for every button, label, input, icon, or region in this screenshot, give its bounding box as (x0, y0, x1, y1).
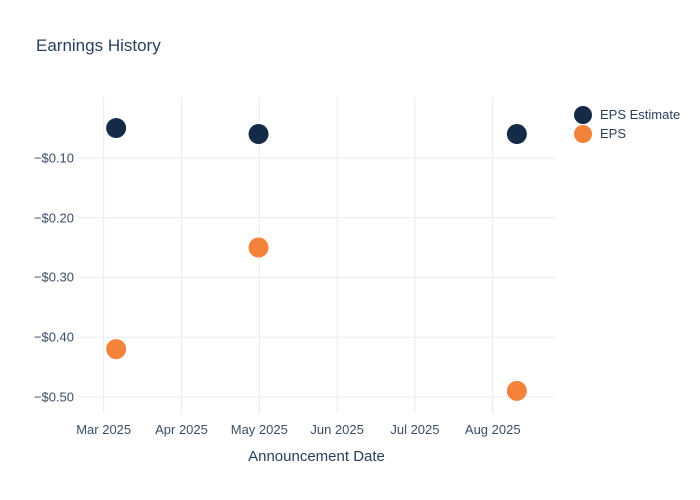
legend-item-eps-estimate[interactable]: EPS Estimate (574, 105, 680, 124)
data-point-eps-estimate[interactable] (506, 124, 527, 145)
y-tick-label: −$0.10 (33, 150, 74, 166)
x-tick-label: Jun 2025 (310, 422, 364, 437)
y-tick-label: −$0.20 (33, 210, 74, 226)
data-point-eps-estimate[interactable] (106, 118, 127, 139)
y-tick-label: −$0.30 (33, 269, 74, 285)
data-point-eps-estimate[interactable] (248, 124, 269, 145)
data-point-eps[interactable] (506, 380, 527, 401)
legend-marker-icon (574, 124, 592, 143)
x-tick-label: Mar 2025 (76, 422, 132, 437)
data-point-eps[interactable] (106, 339, 127, 360)
x-tick-label: Aug 2025 (464, 422, 521, 437)
x-tick-label: Jul 2025 (390, 422, 440, 437)
chart-title: Earnings History (36, 36, 161, 55)
legend: EPS Estimate EPS (574, 105, 680, 143)
legend-item-eps[interactable]: EPS (574, 124, 680, 143)
legend-label: EPS Estimate (600, 107, 681, 122)
x-axis-title: Announcement Date (248, 448, 385, 465)
legend-label: EPS (600, 126, 627, 141)
legend-marker-icon (574, 105, 592, 124)
x-tick-label: Apr 2025 (155, 422, 208, 437)
y-tick-label: −$0.50 (33, 389, 74, 405)
data-point-eps[interactable] (248, 237, 269, 258)
y-tick-label: −$0.40 (33, 329, 74, 345)
x-tick-label: May 2025 (230, 422, 288, 437)
